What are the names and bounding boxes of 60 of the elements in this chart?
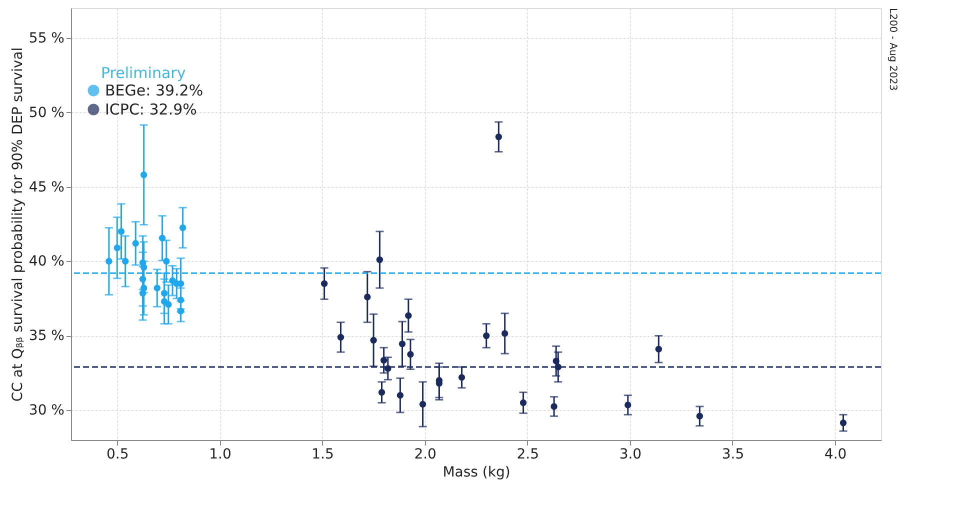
legend-label: BEGe: 39.2%	[105, 82, 204, 100]
point	[398, 340, 406, 348]
y-tick-label: 50 %	[28, 104, 64, 121]
point	[407, 350, 414, 358]
point	[376, 256, 384, 264]
x-tick-label: 1.0	[209, 446, 232, 462]
x-tick-label: 2.0	[414, 446, 436, 462]
point	[158, 234, 166, 242]
point	[483, 332, 490, 340]
x-tick-label: 1.5	[312, 446, 334, 462]
point	[114, 244, 121, 252]
point	[405, 312, 412, 319]
legend-label: ICPC: 32.9%	[105, 100, 197, 118]
point	[655, 346, 662, 352]
point	[139, 290, 146, 297]
point	[364, 294, 371, 300]
point	[378, 388, 386, 396]
point	[122, 258, 129, 265]
x-tick-label: 4.0	[824, 446, 847, 462]
point	[520, 399, 527, 406]
point	[840, 420, 847, 426]
point	[458, 374, 466, 381]
point	[118, 228, 125, 235]
y-tick-label: 30 %	[28, 402, 64, 419]
point	[132, 240, 139, 247]
annotation: Preliminary	[101, 64, 186, 82]
point	[179, 224, 186, 232]
point	[337, 334, 344, 341]
point	[495, 134, 502, 140]
point	[140, 264, 148, 271]
y-tick-label: 35 %	[28, 328, 64, 344]
point	[370, 336, 377, 344]
point	[501, 330, 508, 337]
y-tick-label: 45 %	[28, 179, 64, 196]
x-tick-label: 2.5	[516, 446, 540, 462]
point	[552, 358, 560, 364]
point	[696, 412, 704, 420]
point	[177, 308, 184, 314]
y-axis-title: CC at Qᵦᵦ survival probability for 90% DEP survival	[10, 47, 26, 402]
point	[106, 258, 112, 265]
point	[419, 400, 426, 408]
point	[177, 296, 184, 304]
y-tick-label: 55 %	[28, 30, 64, 46]
y-tick-label: 40 %	[28, 254, 64, 270]
point	[320, 280, 328, 287]
x-tick-label: 3.5	[722, 446, 744, 462]
point	[160, 290, 168, 297]
point	[550, 403, 558, 410]
x-tick-label: 3.0	[619, 446, 642, 462]
x-axis-title: Mass (kg)	[442, 464, 510, 480]
point	[396, 392, 404, 399]
point	[624, 402, 632, 408]
point	[163, 258, 170, 265]
point	[165, 301, 172, 308]
point	[139, 276, 146, 282]
point	[140, 171, 148, 178]
text: L200 - Aug 2023	[887, 8, 898, 91]
x-tick-label: 0.5	[106, 446, 129, 462]
point	[154, 284, 160, 292]
point	[380, 356, 388, 364]
